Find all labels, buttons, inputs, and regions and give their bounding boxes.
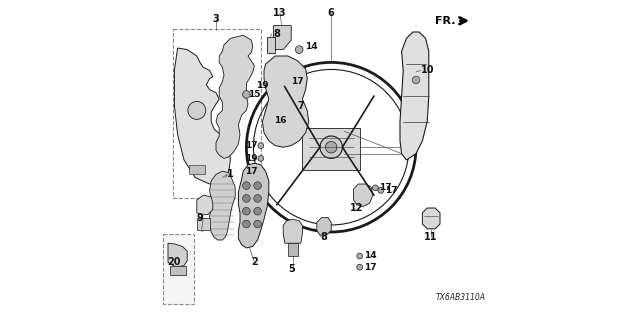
Circle shape xyxy=(188,101,206,119)
Text: 19: 19 xyxy=(245,154,258,163)
Circle shape xyxy=(243,195,250,202)
Text: 14: 14 xyxy=(364,252,376,260)
Text: 15: 15 xyxy=(248,90,260,99)
Circle shape xyxy=(258,143,264,148)
Circle shape xyxy=(243,220,250,228)
Circle shape xyxy=(258,168,264,174)
Circle shape xyxy=(412,76,420,84)
Circle shape xyxy=(283,78,289,85)
Text: 19: 19 xyxy=(255,81,268,90)
Text: 7: 7 xyxy=(298,100,304,111)
Text: 12: 12 xyxy=(350,203,364,213)
Text: 10: 10 xyxy=(421,65,435,76)
Circle shape xyxy=(243,207,250,215)
Circle shape xyxy=(357,253,362,259)
Text: 8: 8 xyxy=(274,28,280,39)
Text: 11: 11 xyxy=(424,232,437,242)
Circle shape xyxy=(296,46,303,53)
Polygon shape xyxy=(170,266,186,275)
Polygon shape xyxy=(274,26,291,50)
Polygon shape xyxy=(197,195,212,215)
Circle shape xyxy=(258,156,264,161)
Text: 17: 17 xyxy=(245,141,258,150)
Circle shape xyxy=(254,195,262,202)
Polygon shape xyxy=(239,163,269,248)
Polygon shape xyxy=(210,171,236,240)
Text: 17: 17 xyxy=(385,186,397,195)
Circle shape xyxy=(269,82,275,88)
Text: 13: 13 xyxy=(273,8,287,18)
Text: TX6AB3110A: TX6AB3110A xyxy=(436,293,486,302)
Polygon shape xyxy=(317,218,332,235)
Text: 9: 9 xyxy=(196,212,204,223)
Circle shape xyxy=(320,136,342,158)
Text: 1: 1 xyxy=(227,169,234,180)
Circle shape xyxy=(254,220,262,228)
Polygon shape xyxy=(174,48,230,184)
Circle shape xyxy=(378,188,383,193)
Text: 14: 14 xyxy=(305,42,317,51)
Text: 17: 17 xyxy=(364,263,376,272)
Polygon shape xyxy=(168,243,187,267)
Circle shape xyxy=(268,117,274,123)
Polygon shape xyxy=(422,208,440,229)
Polygon shape xyxy=(262,56,309,147)
Text: 20: 20 xyxy=(168,257,181,268)
Polygon shape xyxy=(400,32,429,160)
Text: 17: 17 xyxy=(245,167,258,176)
Text: 17: 17 xyxy=(380,183,392,192)
Text: 8: 8 xyxy=(320,232,327,242)
Text: 16: 16 xyxy=(274,116,286,124)
Text: 2: 2 xyxy=(251,257,258,268)
Circle shape xyxy=(372,185,378,191)
Polygon shape xyxy=(189,165,205,174)
Polygon shape xyxy=(283,219,302,243)
Text: FR.: FR. xyxy=(435,16,456,26)
Polygon shape xyxy=(197,218,210,230)
Polygon shape xyxy=(354,184,372,206)
Polygon shape xyxy=(216,35,254,158)
Polygon shape xyxy=(288,243,298,256)
Circle shape xyxy=(326,141,337,153)
Circle shape xyxy=(243,91,250,98)
Text: 17: 17 xyxy=(291,77,303,86)
Text: 5: 5 xyxy=(288,264,294,274)
Circle shape xyxy=(254,182,262,189)
Text: 6: 6 xyxy=(328,8,335,18)
Text: 3: 3 xyxy=(212,14,220,24)
Circle shape xyxy=(357,264,362,270)
Circle shape xyxy=(243,182,250,189)
Polygon shape xyxy=(163,234,193,304)
Polygon shape xyxy=(303,128,360,170)
Polygon shape xyxy=(268,37,275,53)
Circle shape xyxy=(254,207,262,215)
